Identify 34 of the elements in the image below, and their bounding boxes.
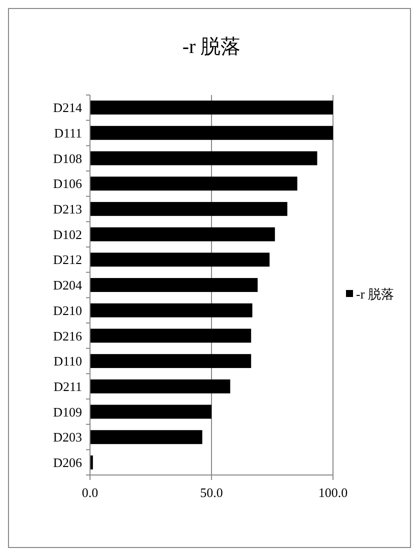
bar: [90, 303, 252, 318]
bar: [90, 328, 252, 343]
chart-title: -r 脱落: [182, 36, 241, 58]
bar: [90, 126, 333, 140]
bar: [90, 354, 252, 368]
bar: [90, 252, 270, 267]
bar: [90, 404, 212, 419]
y-tick-label: D108: [53, 150, 82, 166]
bar: [90, 100, 333, 115]
x-tick-label: 50.0: [200, 485, 223, 500]
y-tick-label: D216: [53, 328, 82, 344]
y-tick-label: D204: [53, 278, 82, 293]
bar: [90, 430, 202, 444]
y-tick-label: D212: [53, 252, 82, 268]
bar: [90, 278, 258, 292]
bar: [90, 176, 298, 191]
bar: [90, 151, 318, 166]
x-tick-label: 100.0: [318, 485, 348, 500]
y-tick-label: D106: [53, 176, 82, 192]
y-tick-label: D109: [53, 404, 82, 420]
bar: [90, 202, 288, 216]
bar: [90, 227, 275, 242]
y-tick-label: D206: [53, 455, 82, 470]
bar: [90, 379, 230, 394]
legend-label: -r 脱落: [356, 286, 394, 302]
y-tick-label: D203: [53, 430, 82, 445]
y-tick-label: D210: [53, 302, 82, 318]
y-tick-label: D111: [54, 125, 82, 140]
y-tick-label: D110: [54, 354, 82, 369]
y-tick-label: D102: [53, 226, 82, 242]
y-tick-label: D211: [54, 378, 82, 394]
x-tick-label: 0.0: [82, 485, 98, 500]
y-tick-label: D214: [53, 100, 82, 116]
y-tick-label: D213: [53, 202, 82, 216]
